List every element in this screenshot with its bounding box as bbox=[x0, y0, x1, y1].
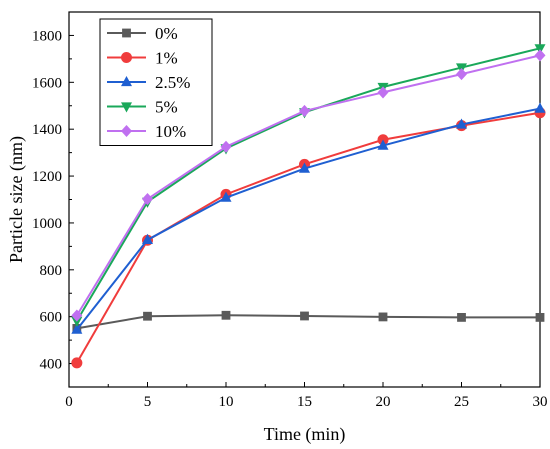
data-point bbox=[143, 311, 152, 321]
data-point bbox=[142, 233, 153, 244]
x-tick-label: 5 bbox=[144, 394, 152, 410]
data-point bbox=[71, 316, 83, 327]
data-point bbox=[299, 104, 310, 117]
legend-label: 2.5% bbox=[155, 73, 190, 92]
data-point bbox=[71, 323, 83, 334]
legend-item: 10% bbox=[107, 122, 186, 141]
y-tick-label: 1000 bbox=[32, 216, 62, 232]
data-point bbox=[299, 162, 310, 173]
data-point bbox=[142, 192, 153, 206]
legend: 0% 1% 2.5% 5% 10% bbox=[99, 18, 213, 146]
data-point bbox=[220, 140, 232, 153]
data-point bbox=[534, 44, 546, 55]
x-tick-label: 0 bbox=[65, 394, 73, 410]
legend-marker bbox=[121, 52, 132, 63]
data-point bbox=[221, 310, 231, 320]
data-point bbox=[71, 357, 83, 369]
x-tick-label: 30 bbox=[533, 394, 548, 410]
legend-marker bbox=[122, 28, 131, 38]
legend-label: 0% bbox=[155, 24, 178, 43]
x-tick-label: 25 bbox=[454, 394, 469, 410]
series-2 bbox=[71, 102, 546, 334]
y-tick-label: 1400 bbox=[32, 122, 62, 138]
data-point bbox=[377, 86, 389, 99]
x-axis-title: Time (min) bbox=[264, 424, 346, 445]
data-point bbox=[377, 139, 389, 150]
data-point bbox=[535, 312, 545, 322]
legend-label: 5% bbox=[155, 98, 178, 117]
data-point bbox=[378, 312, 388, 322]
legend-marker bbox=[121, 102, 132, 113]
y-tick-label: 600 bbox=[40, 310, 63, 326]
y-tick-label: 1800 bbox=[32, 28, 62, 44]
series-0 bbox=[72, 310, 545, 333]
legend-item: 1% bbox=[107, 49, 178, 68]
y-tick-label: 800 bbox=[40, 263, 63, 279]
legend-label: 10% bbox=[155, 122, 186, 141]
legend-marker bbox=[121, 75, 132, 87]
y-tick-label: 1600 bbox=[32, 75, 62, 91]
legend-item: 5% bbox=[107, 98, 178, 117]
x-tick-label: 20 bbox=[376, 394, 391, 410]
data-point bbox=[456, 118, 467, 129]
data-point bbox=[220, 191, 232, 202]
data-point bbox=[534, 49, 546, 62]
series-layer bbox=[71, 44, 546, 369]
y-tick-label: 1200 bbox=[32, 169, 62, 185]
y-tick-label: 400 bbox=[40, 357, 63, 373]
x-tick-label: 15 bbox=[297, 394, 312, 410]
data-point bbox=[456, 68, 467, 81]
series-1 bbox=[71, 107, 546, 369]
axes-layer: 0 5 10 15 20 25 30 400 600 800 1000 1200 1400 1600 180… bbox=[32, 11, 548, 410]
legend-label: 1% bbox=[155, 49, 178, 68]
legend-marker bbox=[121, 124, 132, 138]
data-point bbox=[71, 309, 83, 322]
x-tick-label: 10 bbox=[219, 394, 234, 410]
data-point bbox=[534, 102, 546, 113]
series-4 bbox=[71, 49, 546, 322]
data-point bbox=[457, 312, 466, 322]
y-axis-title: Particle size (nm) bbox=[6, 136, 27, 263]
data-point bbox=[300, 311, 309, 321]
legend-item: 2.5% bbox=[107, 73, 190, 92]
legend-item: 0% bbox=[107, 24, 178, 43]
